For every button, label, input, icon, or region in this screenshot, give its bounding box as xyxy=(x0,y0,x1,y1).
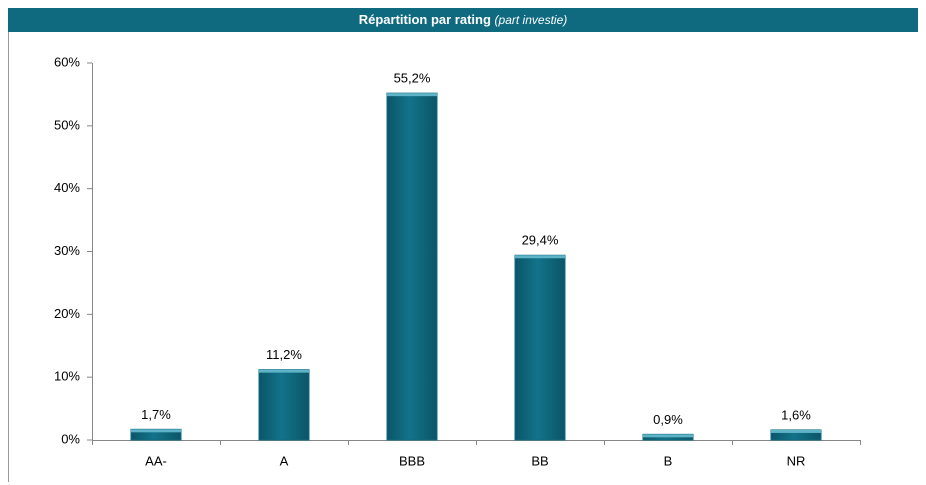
y-tick-label: 30% xyxy=(54,243,80,258)
y-tick-label: 60% xyxy=(54,54,80,69)
chart-subtitle: (part investie) xyxy=(495,13,568,27)
value-label: 29,4% xyxy=(522,233,559,248)
chart-title: Répartition par rating xyxy=(359,12,491,27)
bar xyxy=(258,369,310,441)
chart-heading: Répartition par rating (part investie) xyxy=(359,12,568,27)
bar-highlight xyxy=(643,434,693,438)
y-tick-label: 20% xyxy=(54,306,80,321)
value-label: 55,2% xyxy=(394,71,431,86)
value-label: 1,7% xyxy=(141,407,171,422)
bar xyxy=(514,254,566,441)
title-bar xyxy=(8,8,918,32)
y-tick-label: 50% xyxy=(54,117,80,132)
value-label: 1,6% xyxy=(781,407,811,422)
bar-highlight xyxy=(387,93,437,97)
value-label: 0,9% xyxy=(653,412,683,427)
x-tick-label: B xyxy=(664,453,673,468)
x-tick-label: BB xyxy=(531,453,548,468)
y-tick-label: 40% xyxy=(54,180,80,195)
x-tick-label: A xyxy=(280,453,289,468)
bar-highlight xyxy=(131,429,181,433)
bar-highlight xyxy=(259,369,309,373)
bar-highlight xyxy=(771,429,821,433)
y-tick-label: 0% xyxy=(61,431,80,446)
y-tick-label: 10% xyxy=(54,369,80,384)
bar xyxy=(386,92,438,441)
bar-highlight xyxy=(515,255,565,259)
x-tick-label: BBB xyxy=(399,453,425,468)
x-tick-label: AA- xyxy=(145,453,167,468)
x-tick-label: NR xyxy=(787,453,806,468)
value-label: 11,2% xyxy=(266,347,302,362)
